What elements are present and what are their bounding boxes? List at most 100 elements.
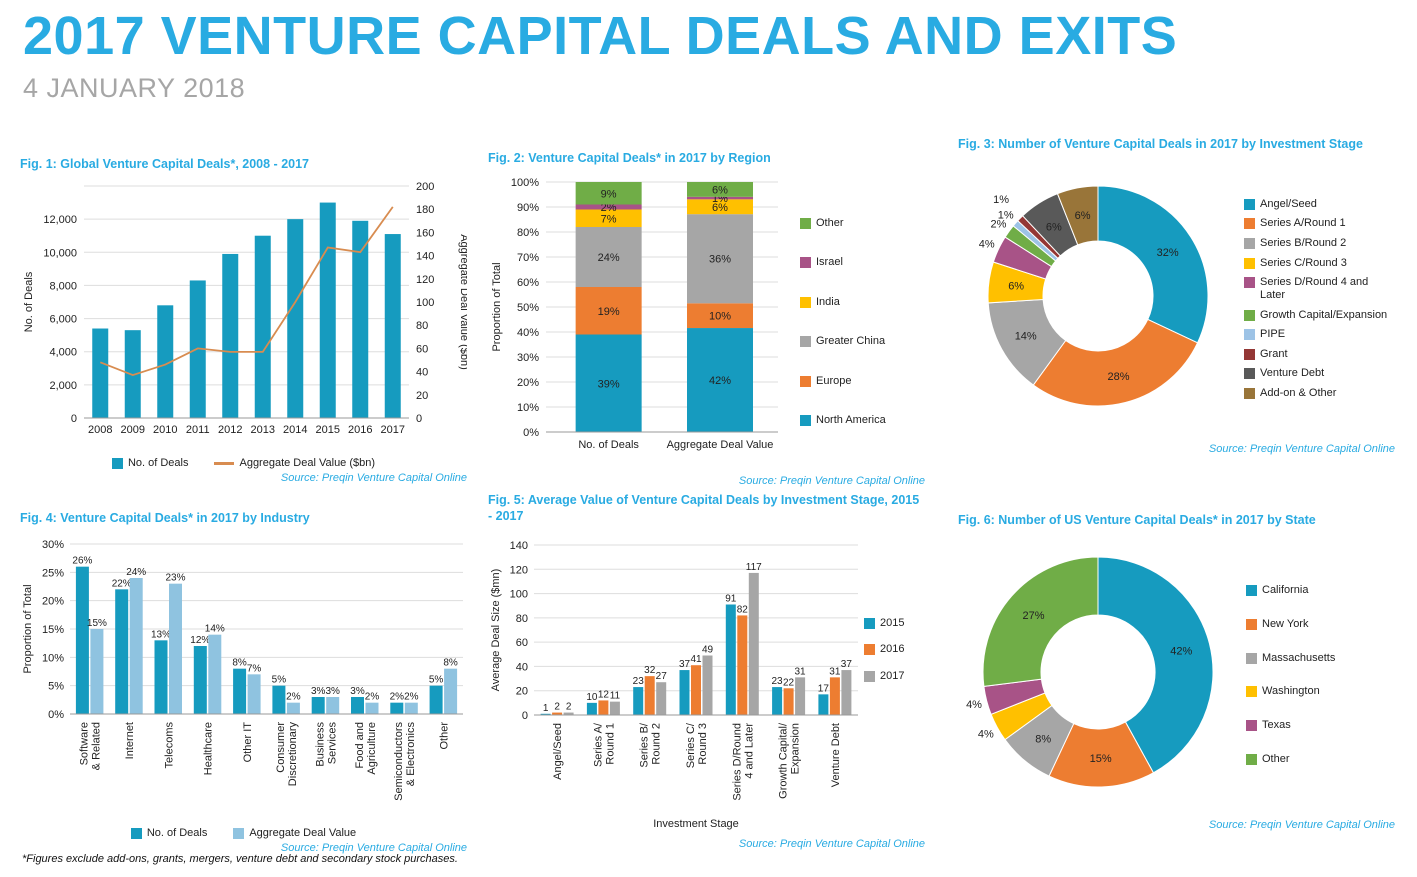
fig6-chart-area: 42% 15% 8% 4% 4% 27% California New York Massac…	[958, 532, 1395, 817]
legend-item-greater-china: Greater China	[800, 335, 918, 348]
fig4-legend: No. of Deals Aggregate Deal Value	[20, 827, 467, 840]
chart-label: 10,000	[43, 248, 77, 260]
bar-aggregate-deal-value-software-related	[90, 629, 104, 715]
legend-label: Series B/Round 2	[1260, 237, 1347, 249]
x-category-label: Series A/Round 1	[592, 722, 616, 767]
bar-no-of-deals-other	[429, 685, 443, 715]
square-swatch-series-a-round-1	[1244, 218, 1255, 230]
chart-label: 1%	[993, 194, 1009, 206]
x-category-label: Series B/Round 2	[639, 722, 663, 768]
chart-label: 12,000	[43, 214, 77, 226]
page-title: 2017 VENTURE CAPITAL DEALS AND EXITS	[23, 6, 1178, 66]
chart-label: 10%	[42, 653, 64, 665]
square-swatch-other	[800, 217, 811, 229]
bar-2012	[222, 254, 239, 419]
legend-item-2017: 2017	[864, 670, 918, 683]
chart-label: Proportion of Total	[22, 585, 34, 674]
chart-label: No. of Deals	[23, 271, 35, 332]
square-swatch-growth-capital-expansion	[1244, 309, 1255, 321]
chart-label: 12%	[190, 635, 210, 646]
chart-label: 100	[416, 297, 434, 309]
chart-label: 2010	[153, 424, 177, 436]
square-swatch-no-of-deals	[111, 458, 123, 470]
legend-label: Massachusetts	[1262, 651, 1336, 664]
chart-label: 8,000	[49, 281, 77, 293]
fig2-title: Fig. 2: Venture Capital Deals* in 2017 b…	[488, 151, 771, 165]
bar-no-of-deals-semiconductors-electronics	[390, 702, 404, 715]
bar-2008	[92, 328, 109, 419]
x-category-label: Angel/Seed	[552, 723, 564, 780]
bar-2017-angel-seed	[563, 712, 574, 715]
legend-label: Growth Capital/Expansion	[1260, 308, 1388, 321]
page-date: 4 JANUARY 2018	[23, 72, 246, 103]
chart-label: 31	[829, 666, 841, 677]
bar-aggregate-deal-value-semiconductors-electronics	[404, 702, 418, 715]
bar-2015-series-a-round-1	[586, 702, 597, 715]
fig5-title: Fig. 5: Average Value of Venture Capital…	[488, 493, 920, 524]
x-category-label: Software& Related	[79, 722, 103, 770]
chart-el: Growth Capital/	[778, 722, 790, 799]
legend-item-angel-seed: Angel/Seed	[1244, 198, 1394, 211]
chart-label: 11	[610, 690, 621, 701]
square-swatch-pipe	[1244, 329, 1255, 341]
square-swatch-europe	[800, 375, 811, 387]
legend-item-new-york: New York	[1246, 618, 1370, 631]
chart-label: 2015	[316, 424, 340, 436]
chart-label: 6%	[712, 202, 728, 214]
bar-2017-venture-debt	[841, 669, 852, 715]
chart-label: Aggregate Deal Value	[667, 439, 774, 451]
square-swatch-2017	[864, 670, 875, 682]
bar-aggregate-deal-value-business-services	[326, 697, 340, 715]
bar-2017	[384, 234, 401, 419]
square-swatch-israel	[800, 257, 811, 269]
legend-item-series-a-round-1: Series A/Round 1	[1244, 217, 1394, 230]
bar-2015	[319, 202, 336, 419]
chart-label: 4%	[979, 239, 995, 251]
chart-label: 39%	[598, 379, 620, 391]
chart-label: 5%	[48, 681, 64, 693]
bar-2016-series-c-round-3	[691, 664, 701, 715]
page-header: 2017 VENTURE CAPITAL DEALS AND EXITS 4 J…	[23, 8, 1177, 104]
chart-el: Software	[79, 722, 91, 765]
legend-label: North America	[816, 414, 886, 427]
legend-item-europe: Europe	[800, 375, 918, 388]
legend-item-india: India	[800, 296, 918, 309]
square-swatch-venture-debt	[1244, 368, 1255, 380]
chart-label: 27%	[1022, 610, 1044, 622]
chart-label: 6,000	[49, 314, 77, 326]
legend-label: Series C/Round 3	[1260, 256, 1347, 269]
chart-label: 10%	[517, 402, 539, 414]
x-category-label: Semiconductors& Electronics	[393, 722, 417, 801]
x-category-label: Healthcare	[203, 722, 215, 775]
chart-label: 20%	[517, 377, 539, 389]
chart-label: 2009	[121, 424, 145, 436]
legend-item-washington: Washington	[1246, 685, 1370, 698]
chart-el: Venture Debt	[830, 723, 842, 787]
x-category-label: Series D/Round4 and Later	[731, 722, 755, 800]
chart-el: Round 1	[604, 723, 616, 765]
legend-label: Add-on & Other	[1260, 387, 1337, 400]
chart-label: Investment Stage	[653, 818, 739, 830]
legend-label: Israel	[816, 256, 843, 269]
chart-label: 2	[566, 701, 572, 712]
chart-label: 50%	[517, 302, 539, 314]
bar-2013	[254, 235, 271, 419]
segment-europe	[575, 287, 642, 335]
bar-2017-series-b-round-2	[656, 681, 667, 715]
legend-item-2016: 2016	[864, 643, 918, 656]
chart-label: 8%	[1035, 734, 1051, 746]
aggregate-deal-value-line	[99, 206, 394, 377]
legend-item-israel: Israel	[800, 256, 918, 269]
square-swatch-aggregate-deal-value	[233, 828, 245, 840]
chart-label: 180	[416, 204, 434, 216]
chart-label: 31	[795, 666, 807, 677]
fig4-title: Fig. 4: Venture Capital Deals* in 2017 b…	[20, 511, 310, 525]
fig2-legend: Other Israel India Greater China Europe North…	[800, 217, 918, 427]
chart-label: Average Deal Size ($mn)	[490, 568, 502, 691]
square-swatch-california	[1246, 585, 1257, 597]
slice-angel-seed	[1097, 185, 1209, 344]
x-category-label: Internet	[124, 722, 136, 759]
bar-no-of-deals-telecoms	[154, 640, 168, 715]
chart-label: 8%	[443, 658, 458, 669]
chart-label: 140	[510, 540, 528, 552]
